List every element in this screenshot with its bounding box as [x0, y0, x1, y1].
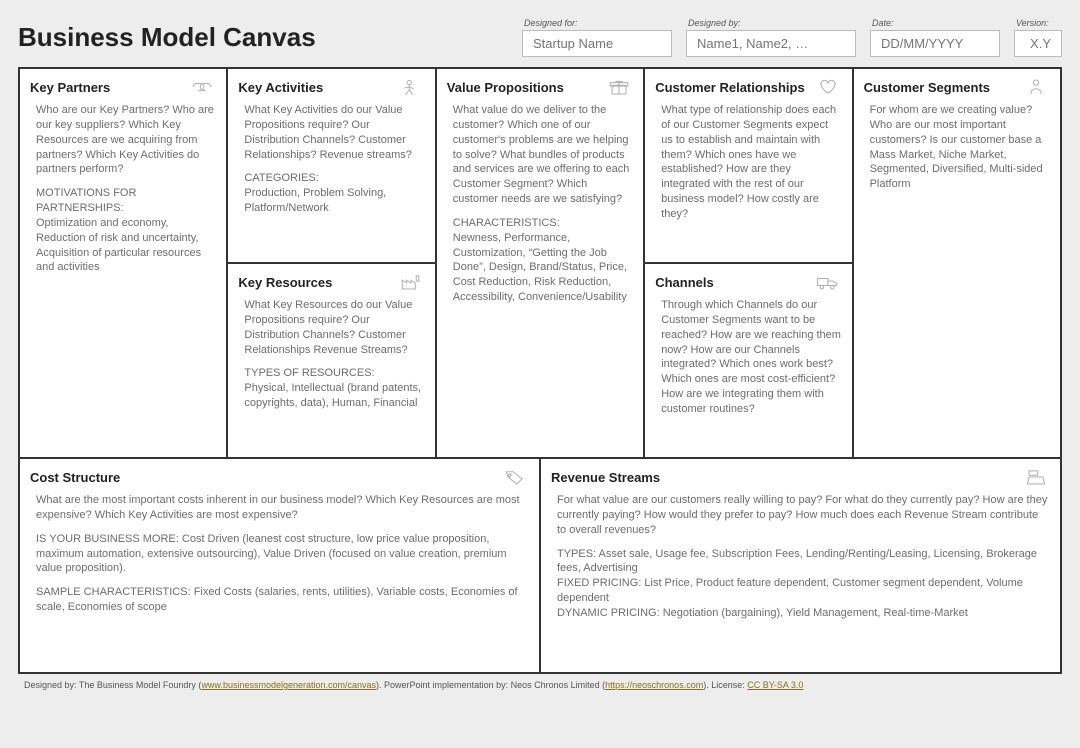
body-text: Who are our Key Partners? Who are our ke… [36, 103, 216, 177]
header: Business Model Canvas Designed for: Desi… [18, 18, 1062, 57]
body-text: IS YOUR BUSINESS MORE: Cost Driven (lean… [36, 532, 529, 577]
body-text: What Key Activities do our Value Proposi… [244, 103, 424, 162]
gift-icon [605, 77, 633, 97]
canvas-grid: Key Partners Who are our Key Partners? W… [18, 67, 1062, 674]
body-text: What value do we deliver to the customer… [453, 103, 633, 207]
block-title: Customer Relationships [655, 80, 805, 95]
meta-label: Version: [1014, 18, 1062, 28]
body-text: TYPES: Asset sale, Usage fee, Subscripti… [557, 547, 1050, 621]
body-text: MOTIVATIONS FOR PARTNERSHIPS: Optimizati… [36, 186, 216, 275]
footer-link-bmg[interactable]: www.businessmodelgeneration.com/canvas [201, 680, 376, 690]
body-text: What Key Resources do our Value Proposit… [244, 298, 424, 357]
body-text: SAMPLE CHARACTERISTICS: Fixed Costs (sal… [36, 585, 529, 615]
tag-icon [501, 467, 529, 487]
footer-text: ). License: [703, 680, 747, 690]
meta-label: Designed for: [522, 18, 672, 28]
designed-by-input[interactable] [686, 30, 856, 57]
body-text: Through which Channels do our Customer S… [661, 298, 841, 417]
date-input[interactable] [870, 30, 1000, 57]
block-title: Customer Segments [864, 80, 990, 95]
footer-text: Designed by: The Business Model Foundry … [24, 680, 201, 690]
block-key-activities: Key Activities What Key Activities do ou… [227, 68, 435, 263]
block-title: Key Activities [238, 80, 323, 95]
footer-link-neos[interactable]: https://neoschronos.com [605, 680, 703, 690]
meta-designed-by: Designed by: [686, 18, 856, 57]
body-text: What type of relationship does each of o… [661, 103, 841, 222]
truck-icon [814, 272, 842, 292]
footer: Designed by: The Business Model Foundry … [18, 680, 1062, 690]
body-text: CHARACTERISTICS: Newness, Performance, C… [453, 216, 633, 305]
person-icon [1022, 77, 1050, 97]
body-text: TYPES OF RESOURCES: Physical, Intellectu… [244, 366, 424, 411]
block-title: Value Propositions [447, 80, 564, 95]
block-key-resources: Key Resources What Key Resources do our … [227, 263, 435, 458]
block-value-propositions: Value Propositions What value do we deli… [436, 68, 644, 458]
block-customer-segments: Customer Segments For whom are we creati… [853, 68, 1061, 458]
block-title: Revenue Streams [551, 470, 660, 485]
block-title: Channels [655, 275, 714, 290]
block-title: Key Partners [30, 80, 110, 95]
activity-icon [397, 77, 425, 97]
block-title: Cost Structure [30, 470, 120, 485]
block-title: Key Resources [238, 275, 332, 290]
page-title: Business Model Canvas [18, 22, 316, 57]
version-input[interactable] [1014, 30, 1062, 57]
block-customer-relationships: Customer Relationships What type of rela… [644, 68, 852, 263]
body-text: For whom are we creating value? Who are … [870, 103, 1050, 192]
meta-group: Designed for: Designed by: Date: Version… [522, 18, 1062, 57]
block-channels: Channels Through which Channels do our C… [644, 263, 852, 458]
footer-link-license[interactable]: CC BY-SA 3.0 [747, 680, 803, 690]
heart-icon [814, 77, 842, 97]
meta-designed-for: Designed for: [522, 18, 672, 57]
meta-label: Date: [870, 18, 1000, 28]
footer-text: ). PowerPoint implementation by: Neos Ch… [376, 680, 605, 690]
link-icon [188, 77, 216, 97]
factory-icon [397, 272, 425, 292]
cash-register-icon [1022, 467, 1050, 487]
meta-version: Version: [1014, 18, 1062, 57]
block-cost-structure: Cost Structure What are the most importa… [19, 458, 540, 673]
meta-label: Designed by: [686, 18, 856, 28]
body-text: CATEGORIES: Production, Problem Solving,… [244, 171, 424, 216]
meta-date: Date: [870, 18, 1000, 57]
block-key-partners: Key Partners Who are our Key Partners? W… [19, 68, 227, 458]
block-revenue-streams: Revenue Streams For what value are our c… [540, 458, 1061, 673]
body-text: What are the most important costs inhere… [36, 493, 529, 523]
designed-for-input[interactable] [522, 30, 672, 57]
body-text: For what value are our customers really … [557, 493, 1050, 538]
